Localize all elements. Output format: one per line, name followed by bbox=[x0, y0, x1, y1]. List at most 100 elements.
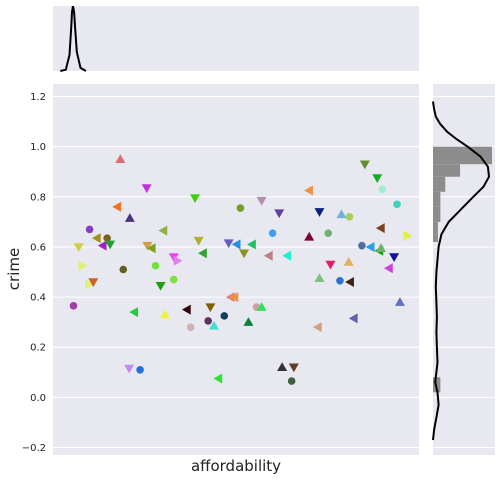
scatter-point bbox=[198, 248, 207, 259]
scatter-point bbox=[268, 229, 277, 237]
scatter-point bbox=[365, 241, 375, 252]
scatter-point bbox=[375, 223, 385, 234]
scatter-point bbox=[229, 292, 239, 303]
scatter-point bbox=[119, 265, 128, 274]
scatter-point bbox=[155, 282, 166, 291]
scatter-panel: −0.2 0.0 0.2 0.4 0.6 0.8 1.0 1.2 bbox=[22, 84, 419, 455]
top-marginal-background bbox=[53, 6, 419, 71]
scatter-point bbox=[383, 263, 393, 274]
scatter-point bbox=[205, 303, 216, 313]
scatter-point bbox=[103, 234, 111, 242]
scatter-point bbox=[97, 240, 107, 251]
scatter-point bbox=[348, 313, 358, 324]
scatter-point bbox=[85, 279, 94, 290]
histogram-bar bbox=[433, 191, 441, 207]
scatter-point bbox=[274, 209, 285, 219]
scatter-point bbox=[287, 377, 296, 385]
scatter-point bbox=[112, 201, 122, 212]
scatter-point bbox=[78, 260, 88, 271]
scatter-point bbox=[304, 231, 315, 241]
scatter-point bbox=[115, 154, 126, 163]
scatter-point bbox=[88, 278, 99, 288]
scatter-point bbox=[345, 213, 354, 221]
scatter-point bbox=[314, 208, 325, 217]
scatter-point bbox=[124, 364, 135, 374]
scatter-point bbox=[151, 261, 160, 270]
scatter-point bbox=[141, 184, 152, 194]
y-gridlines bbox=[53, 96, 419, 448]
scatter-point bbox=[343, 256, 354, 266]
scatter-point bbox=[173, 255, 183, 266]
scatter-point bbox=[312, 322, 322, 333]
histogram-bar bbox=[433, 176, 446, 192]
histogram-bar bbox=[433, 146, 492, 165]
y-tick-label: −0.2 bbox=[22, 443, 46, 454]
scatter-point bbox=[336, 276, 344, 285]
scatter-point bbox=[142, 241, 153, 251]
top-marginal-panel bbox=[53, 6, 419, 72]
top-marginal-density-curve bbox=[60, 6, 87, 72]
scatter-point bbox=[146, 243, 156, 254]
histogram-bar bbox=[433, 221, 438, 235]
scatter-point bbox=[389, 253, 400, 262]
scatter-point bbox=[304, 185, 313, 196]
scatter-plot-background bbox=[53, 84, 419, 455]
scatter-point bbox=[231, 239, 241, 250]
scatter-point bbox=[204, 317, 212, 325]
scatter-point bbox=[105, 240, 116, 250]
y-tick-label: 0.0 bbox=[30, 393, 46, 404]
scatter-point bbox=[158, 225, 168, 236]
y-axis-tick-labels: −0.2 0.0 0.2 0.4 0.6 0.8 1.0 1.2 bbox=[22, 92, 46, 454]
x-axis-title: affordability bbox=[191, 457, 281, 475]
scatter-point bbox=[181, 304, 191, 315]
right-marginal-density-curve bbox=[432, 101, 491, 441]
y-axis-title: crime bbox=[5, 248, 23, 290]
scatter-point bbox=[256, 196, 267, 206]
scatter-point bbox=[239, 249, 250, 259]
scatter-point bbox=[159, 309, 170, 319]
scatter-point bbox=[85, 225, 94, 234]
scatter-point bbox=[136, 365, 144, 374]
y-tick-label: 0.4 bbox=[30, 293, 46, 304]
y-tick-label: 0.6 bbox=[30, 242, 46, 253]
scatter-point bbox=[282, 250, 291, 261]
scatter-point bbox=[375, 243, 386, 252]
scatter-point bbox=[263, 250, 273, 261]
right-marginal-background bbox=[433, 84, 495, 455]
scatter-point bbox=[220, 312, 229, 320]
scatter-point bbox=[223, 239, 234, 249]
y-tick-label: 1.0 bbox=[30, 142, 46, 153]
scatter-points bbox=[69, 154, 413, 385]
scatter-point bbox=[277, 362, 288, 372]
scatter-point bbox=[288, 363, 299, 373]
scatter-point bbox=[359, 160, 370, 170]
scatter-point bbox=[324, 229, 333, 237]
scatter-point bbox=[129, 307, 139, 318]
scatter-point bbox=[209, 320, 220, 330]
scatter-point bbox=[91, 233, 101, 244]
scatter-point bbox=[73, 243, 84, 252]
scatter-point bbox=[213, 373, 223, 384]
scatter-point bbox=[193, 236, 204, 246]
scatter-point bbox=[247, 239, 256, 250]
y-tick-label: 0.8 bbox=[30, 192, 46, 203]
scatter-point bbox=[325, 260, 336, 270]
histogram-bar bbox=[433, 206, 441, 222]
right-marginal-panel bbox=[432, 84, 495, 455]
scatter-point bbox=[372, 174, 383, 184]
scatter-point bbox=[358, 241, 366, 250]
scatter-point bbox=[256, 302, 267, 311]
scatter-point bbox=[378, 185, 387, 194]
histogram-bar bbox=[433, 234, 438, 242]
y-tick-label: 1.2 bbox=[30, 92, 46, 103]
scatter-point bbox=[394, 297, 405, 306]
scatter-point bbox=[169, 275, 178, 284]
scatter-point bbox=[393, 200, 401, 209]
scatter-point bbox=[314, 273, 325, 283]
scatter-point bbox=[336, 209, 347, 219]
scatter-point bbox=[190, 194, 201, 204]
scatter-point bbox=[403, 230, 413, 241]
y-tick-label: 0.2 bbox=[30, 343, 46, 354]
scatter-point bbox=[236, 204, 245, 212]
